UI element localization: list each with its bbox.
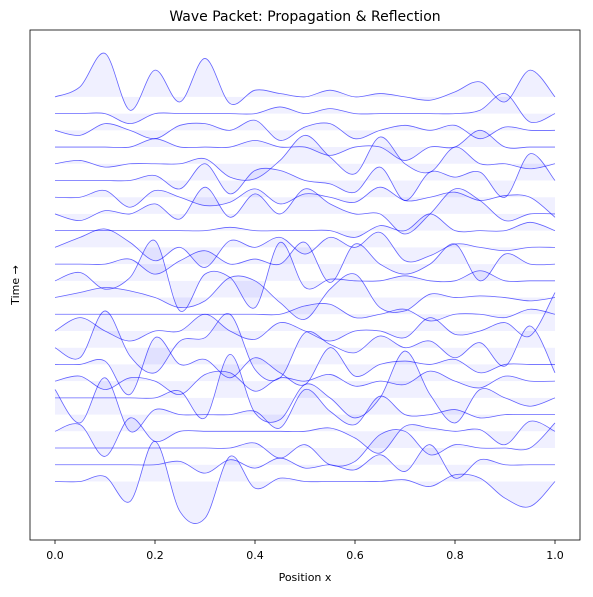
wave-line — [54, 440, 556, 524]
wave-line — [54, 336, 555, 395]
wave-line — [54, 134, 556, 181]
wave-line — [54, 310, 556, 382]
y-axis-label: Time → — [9, 265, 22, 306]
wave-line — [54, 239, 555, 312]
wave-line — [54, 93, 556, 125]
wave-fill — [55, 187, 555, 234]
wave-fill — [55, 337, 555, 395]
wave-fill — [55, 93, 555, 124]
wave-line — [55, 153, 556, 201]
wave-fill — [55, 135, 555, 181]
chart-title: Wave Packet: Propagation & Reflection — [169, 9, 440, 25]
plot-frame — [29, 29, 581, 541]
wave-fill — [55, 228, 555, 268]
x-tick-label: 0.0 — [46, 549, 64, 562]
wave-fill — [55, 53, 555, 111]
wave-fill — [55, 444, 555, 479]
wave-fill — [55, 242, 555, 283]
wave-line — [54, 292, 556, 342]
wave-fill — [55, 273, 555, 320]
wave-line — [55, 303, 556, 322]
wave-fill — [55, 441, 555, 524]
wave-line — [55, 213, 556, 238]
wave-line — [54, 417, 556, 457]
x-axis-label: Position x — [279, 571, 332, 584]
wave-line — [54, 370, 556, 395]
wave-line — [54, 52, 556, 111]
wave-fill — [55, 120, 555, 141]
x-tick-label: 0.8 — [446, 549, 464, 562]
wave-line — [54, 273, 556, 320]
wave-fill — [55, 213, 555, 238]
wave-fill — [55, 417, 555, 457]
x-tick-label: 0.4 — [246, 549, 264, 562]
wave-fill — [55, 240, 555, 312]
wave-line — [54, 241, 556, 283]
wave-line — [55, 422, 556, 467]
wave-fill — [55, 130, 555, 161]
wave-fill — [55, 292, 555, 342]
wave-line — [55, 129, 555, 161]
wave-fill — [55, 371, 555, 395]
x-tick-label: 1.0 — [546, 549, 564, 562]
wave-line — [54, 186, 556, 218]
wave-fill — [55, 377, 555, 433]
wave-fill — [55, 351, 555, 423]
wave-fill — [55, 303, 555, 322]
x-tick-label: 0.6 — [346, 549, 364, 562]
wave-line — [54, 119, 556, 141]
wave-line — [54, 186, 556, 235]
wave-line — [55, 444, 555, 479]
x-tick-label: 0.2 — [146, 549, 164, 562]
wave-fill — [55, 310, 555, 381]
wave-line — [54, 377, 555, 433]
wave-line — [54, 228, 556, 268]
